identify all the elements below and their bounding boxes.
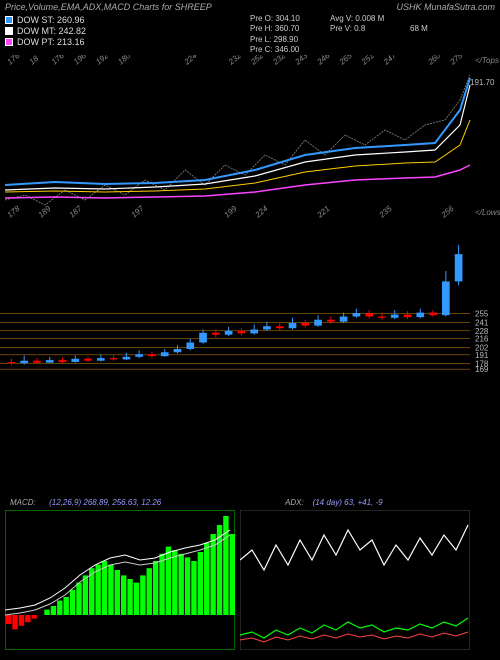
svg-text:224: 224 <box>253 204 270 220</box>
svg-text:196: 196 <box>72 55 88 67</box>
svg-text:232: 232 <box>270 55 287 67</box>
svg-text:189: 189 <box>37 204 53 220</box>
svg-text:192: 192 <box>94 55 110 67</box>
adx-panel <box>240 510 470 650</box>
svg-text:247: 247 <box>381 55 398 67</box>
price-line-chart: 176 18 176 196 192 180 224 232 252 232 243 246 265 25… <box>0 55 500 220</box>
svg-text:216: 216 <box>475 335 489 344</box>
macd-panel <box>5 510 235 650</box>
adx-label: ADX: (14 day) 63, +41, -9 <box>285 498 383 507</box>
svg-text:176: 176 <box>6 55 22 67</box>
svg-text:251: 251 <box>359 55 376 67</box>
title-left: Price,Volume,EMA,ADX,MACD Charts for SHR… <box>5 2 212 12</box>
svg-text:</Lows: </Lows <box>475 208 500 217</box>
svg-text:246: 246 <box>315 55 332 67</box>
macd-label: MACD: (12,26,9) 268.89, 256.63, 12.26 <box>10 498 161 507</box>
svg-text:197: 197 <box>130 204 146 220</box>
chart-header: Price,Volume,EMA,ADX,MACD Charts for SHR… <box>5 2 495 12</box>
svg-text:169: 169 <box>475 365 489 374</box>
svg-text:256: 256 <box>439 204 456 220</box>
legend: DOW ST: 260.96DOW MT: 242.82DOW PT: 213.… <box>5 14 86 48</box>
svg-text:275: 275 <box>448 55 465 67</box>
ohlc-info: Pre O: 304.10Avg V: 0.008 MPre H: 360.70… <box>250 14 470 56</box>
candle-chart: 255241228216202191178169 <box>0 245 500 375</box>
svg-text:260: 260 <box>425 55 442 67</box>
svg-text:</Tops: </Tops <box>475 56 499 65</box>
svg-text:187: 187 <box>68 204 84 220</box>
svg-text:252: 252 <box>248 55 265 67</box>
svg-text:176: 176 <box>50 55 66 67</box>
svg-text:199: 199 <box>223 204 239 220</box>
svg-text:235: 235 <box>377 204 394 220</box>
svg-text:221: 221 <box>315 204 332 220</box>
svg-text:265: 265 <box>337 55 354 67</box>
svg-text:191.70: 191.70 <box>470 78 495 87</box>
svg-text:178: 178 <box>6 204 22 220</box>
svg-text:243: 243 <box>293 55 310 67</box>
svg-text:232: 232 <box>226 55 243 67</box>
svg-text:180: 180 <box>116 55 132 67</box>
svg-text:255: 255 <box>475 309 489 318</box>
svg-text:18: 18 <box>28 55 41 67</box>
title-right: USHK MunafaSutra.com <box>396 2 495 12</box>
svg-text:224: 224 <box>182 55 199 67</box>
